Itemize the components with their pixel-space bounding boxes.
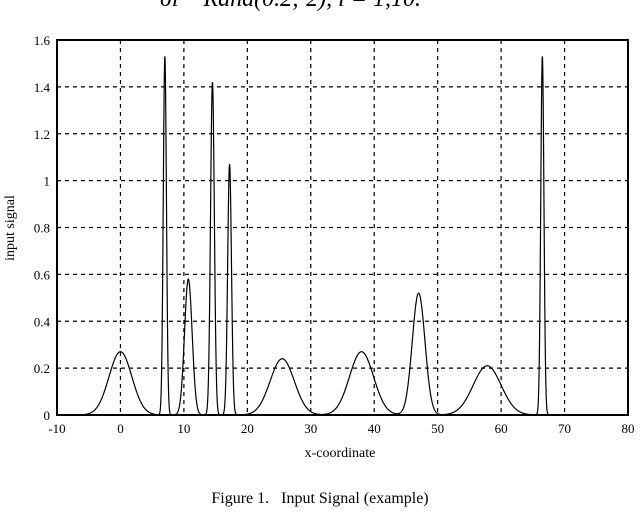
x-axis-label: x-coordinate [305,446,376,461]
y-tick-label: 0 [44,408,51,423]
y-tick-label: 0.6 [34,267,51,282]
x-tick-label: 50 [431,421,444,436]
formula-text: σi ~ Rand(0.2; 2), i = 1,10. [160,0,421,13]
y-tick-label: 1.6 [34,33,51,48]
plot-frame [56,39,629,416]
y-tick-label: 0.4 [34,314,51,329]
x-tick-label: 0 [117,421,124,436]
tick-labels: -10 0 10 20 30 40 50 60 70 8000.20.40.60.811.21.4… [34,33,635,436]
y-axis-label: input signal [3,195,18,261]
x-tick-label: 80 [622,421,635,436]
y-tick-label: 1.2 [34,127,50,142]
figure-caption: Figure 1. Input Signal (example) [211,490,429,507]
x-tick-label: 20 [241,421,254,436]
x-tick-label: 10 [177,421,190,436]
x-tick-label: -10 [48,421,65,436]
x-tick-label: 30 [304,421,317,436]
x-tick-label: 70 [558,421,571,436]
grid [57,40,628,415]
y-tick-label: 1.4 [34,80,51,95]
x-tick-label: 60 [495,421,508,436]
x-tick-label: 40 [368,421,381,436]
y-tick-label: 0.2 [34,361,50,376]
signal-line [82,56,578,416]
y-tick-label: 0.8 [34,221,50,236]
y-tick-label: 1 [44,174,51,189]
